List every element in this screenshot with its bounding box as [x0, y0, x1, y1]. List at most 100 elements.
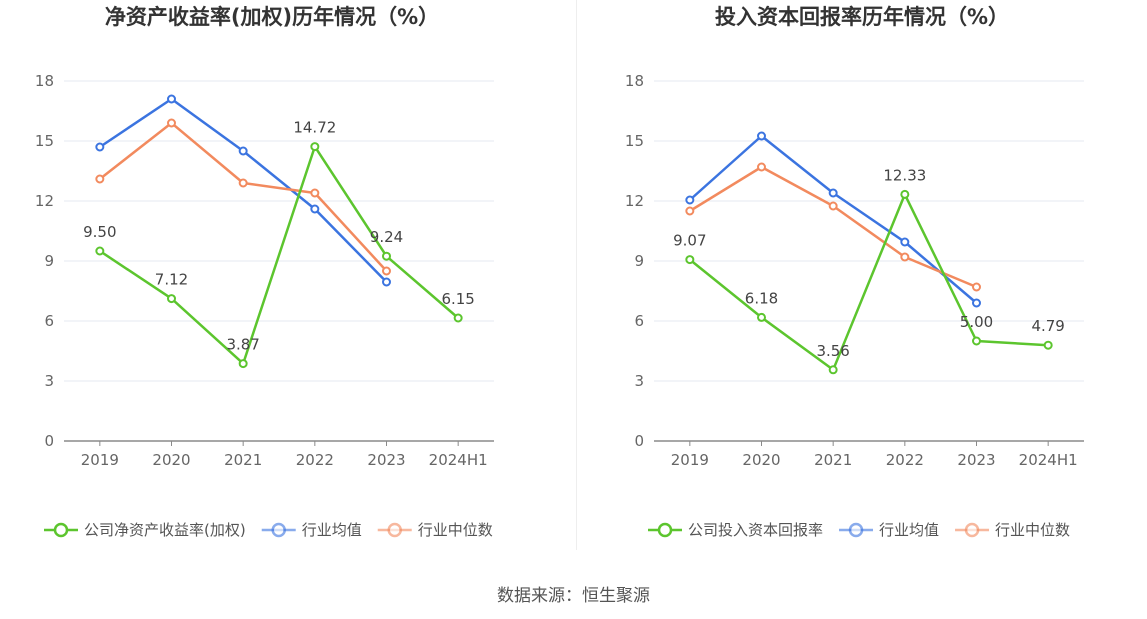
legend-item-company[interactable]: 公司净资产收益率(加权) [44, 521, 246, 539]
y-tick-label: 18 [35, 72, 54, 90]
y-tick-label: 9 [634, 252, 644, 270]
data-point [828, 201, 838, 211]
y-tick-label: 9 [44, 252, 54, 270]
legend-marker [848, 522, 864, 538]
legend-label: 公司净资产收益率(加权) [84, 521, 246, 539]
x-tick-label: 2024H1 [429, 451, 488, 469]
data-point [310, 204, 320, 214]
data-label: 9.24 [370, 228, 403, 246]
legend-label: 行业中位数 [418, 521, 493, 539]
data-point [757, 162, 766, 172]
data-point [310, 188, 320, 198]
chart-1: 净资产收益率(加权)历年情况（%） 0 3 6 9 12 15 18 2019 2020 2021 2… [35, 5, 494, 539]
data-label: 7.12 [155, 271, 188, 289]
legend-label: 行业中位数 [995, 521, 1070, 539]
x-tick-label: 2023 [367, 451, 405, 469]
y-tick-label: 12 [625, 192, 644, 210]
x-tick-label: 2022 [886, 451, 924, 469]
legend-marker [271, 522, 286, 538]
y-tick-label: 18 [625, 72, 644, 90]
data-point [167, 94, 176, 104]
series-line-company [99, 145, 459, 365]
data-point [828, 365, 838, 375]
data-label: 14.72 [293, 119, 336, 137]
series-line-industry-median [99, 121, 388, 272]
data-point [900, 237, 910, 247]
legend-item-industry-median[interactable]: 行业中位数 [955, 521, 1070, 539]
data-label: 9.50 [83, 223, 116, 241]
data-point [828, 188, 838, 198]
legend-item-industry-median[interactable]: 行业中位数 [377, 521, 493, 539]
data-label: 5.00 [960, 313, 993, 331]
data-point [972, 298, 981, 308]
legend-marker [53, 522, 69, 538]
x-tick-label: 2023 [957, 451, 995, 469]
data-point [1043, 340, 1053, 350]
x-tick-label: 2019 [671, 451, 709, 469]
data-label: 6.15 [441, 290, 474, 308]
data-point [757, 131, 766, 141]
x-tick-label: 2021 [224, 451, 262, 469]
y-tick-label: 6 [634, 312, 644, 330]
data-point [310, 142, 320, 152]
chart-2: 投入资本回报率历年情况（%） 0 3 6 9 12 15 18 2019 2020 2021 2022… [625, 5, 1084, 539]
y-tick-label: 6 [44, 312, 54, 330]
data-point [238, 359, 248, 369]
series-line-industry-avg [689, 134, 978, 304]
data-point [167, 118, 176, 128]
x-tick-label: 2022 [296, 451, 334, 469]
data-point [238, 178, 248, 188]
x-tick-label: 2020 [742, 451, 780, 469]
data-point [382, 266, 391, 276]
data-point [900, 189, 910, 199]
y-tick-label: 15 [625, 132, 644, 150]
data-point [685, 255, 695, 265]
data-point [382, 251, 391, 261]
data-point [685, 195, 695, 205]
data-point [972, 336, 981, 346]
y-tick-label: 0 [634, 432, 644, 450]
series-line-company [689, 193, 1049, 372]
legend-label: 公司投入资本回报率 [688, 521, 823, 539]
legend-marker [657, 522, 673, 538]
legend-marker [964, 522, 980, 538]
data-label: 3.87 [226, 336, 259, 354]
y-tick-label: 3 [44, 372, 54, 390]
data-source: 数据来源：恒生聚源 [497, 586, 650, 606]
chart-divider [576, 0, 577, 550]
data-point [167, 294, 176, 304]
legend-item-industry-avg[interactable]: 行业均值 [839, 521, 939, 539]
data-point [685, 206, 695, 216]
data-point [453, 313, 463, 323]
data-point [757, 312, 766, 322]
chart-title: 投入资本回报率历年情况（%） [715, 5, 1009, 29]
series-line-industry-median [689, 165, 977, 289]
data-label: 9.07 [673, 232, 706, 250]
data-point [972, 282, 981, 292]
data-label: 4.79 [1031, 317, 1064, 335]
data-label: 6.18 [745, 289, 778, 307]
legend-marker [387, 522, 402, 538]
data-point [382, 277, 391, 287]
y-tick-label: 3 [634, 372, 644, 390]
y-tick-label: 12 [35, 192, 54, 210]
data-label: 3.56 [816, 342, 849, 360]
data-point [238, 146, 248, 156]
data-point [95, 174, 105, 184]
x-tick-label: 2019 [81, 451, 119, 469]
data-point [95, 246, 105, 256]
y-tick-label: 0 [44, 432, 54, 450]
data-point [95, 142, 105, 152]
x-tick-label: 2020 [152, 451, 190, 469]
x-tick-label: 2021 [814, 451, 852, 469]
legend-item-industry-avg[interactable]: 行业均值 [261, 521, 362, 539]
x-tick-label: 2024H1 [1019, 451, 1078, 469]
y-tick-label: 15 [35, 132, 54, 150]
legend-label: 行业均值 [879, 521, 939, 539]
data-point [900, 252, 910, 262]
legend-label: 行业均值 [302, 521, 362, 539]
legend-item-company[interactable]: 公司投入资本回报率 [648, 521, 823, 539]
chart-title: 净资产收益率(加权)历年情况（%） [105, 5, 439, 29]
data-label: 12.33 [883, 166, 926, 184]
